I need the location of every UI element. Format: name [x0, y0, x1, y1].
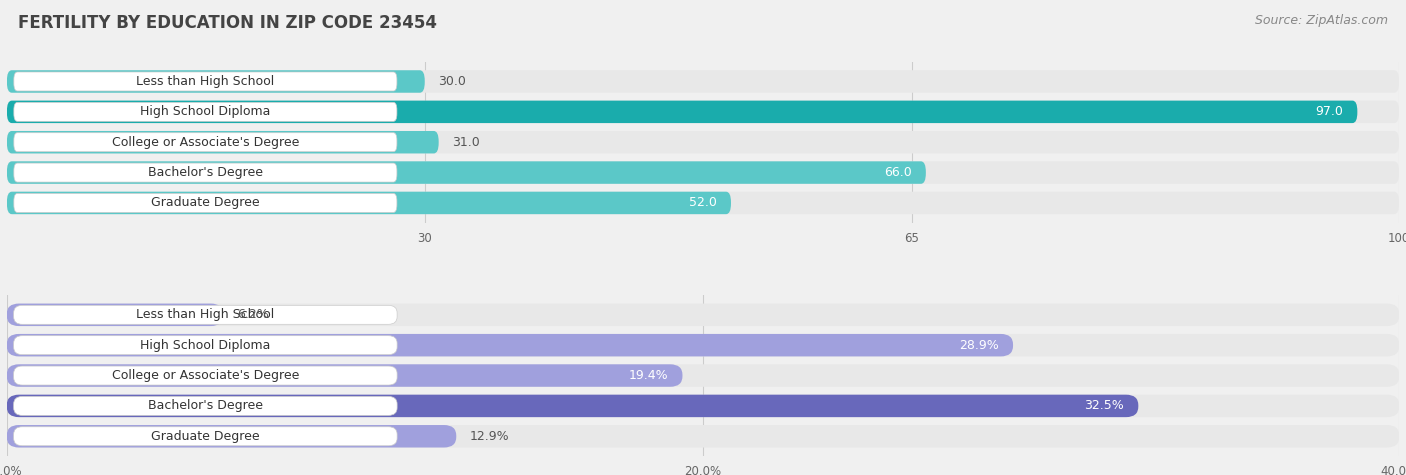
Text: Less than High School: Less than High School — [136, 308, 274, 321]
FancyBboxPatch shape — [7, 192, 1399, 214]
FancyBboxPatch shape — [14, 193, 396, 212]
FancyBboxPatch shape — [14, 427, 396, 446]
Text: Bachelor's Degree: Bachelor's Degree — [148, 399, 263, 412]
FancyBboxPatch shape — [7, 70, 1399, 93]
FancyBboxPatch shape — [7, 334, 1014, 356]
FancyBboxPatch shape — [7, 101, 1357, 123]
Text: 66.0: 66.0 — [884, 166, 912, 179]
Text: 31.0: 31.0 — [453, 136, 481, 149]
Text: 19.4%: 19.4% — [628, 369, 668, 382]
Text: Bachelor's Degree: Bachelor's Degree — [148, 166, 263, 179]
FancyBboxPatch shape — [7, 395, 1139, 417]
FancyBboxPatch shape — [7, 364, 682, 387]
Text: High School Diploma: High School Diploma — [141, 105, 270, 118]
FancyBboxPatch shape — [14, 102, 396, 121]
Text: College or Associate's Degree: College or Associate's Degree — [111, 369, 299, 382]
FancyBboxPatch shape — [7, 192, 731, 214]
FancyBboxPatch shape — [7, 304, 1399, 326]
FancyBboxPatch shape — [14, 163, 396, 182]
FancyBboxPatch shape — [14, 336, 396, 355]
Text: 32.5%: 32.5% — [1084, 399, 1123, 412]
Text: Source: ZipAtlas.com: Source: ZipAtlas.com — [1254, 14, 1388, 27]
FancyBboxPatch shape — [14, 72, 396, 91]
FancyBboxPatch shape — [7, 304, 224, 326]
FancyBboxPatch shape — [7, 425, 457, 447]
Text: High School Diploma: High School Diploma — [141, 339, 270, 352]
FancyBboxPatch shape — [7, 131, 1399, 153]
FancyBboxPatch shape — [14, 305, 396, 324]
Text: 28.9%: 28.9% — [959, 339, 998, 352]
Text: 52.0: 52.0 — [689, 197, 717, 209]
FancyBboxPatch shape — [7, 101, 1399, 123]
FancyBboxPatch shape — [7, 70, 425, 93]
FancyBboxPatch shape — [7, 364, 1399, 387]
Text: Less than High School: Less than High School — [136, 75, 274, 88]
Text: 6.2%: 6.2% — [236, 308, 269, 321]
Text: 30.0: 30.0 — [439, 75, 467, 88]
FancyBboxPatch shape — [7, 162, 1399, 184]
FancyBboxPatch shape — [14, 397, 396, 416]
FancyBboxPatch shape — [7, 131, 439, 153]
Text: College or Associate's Degree: College or Associate's Degree — [111, 136, 299, 149]
FancyBboxPatch shape — [7, 425, 1399, 447]
FancyBboxPatch shape — [14, 366, 396, 385]
FancyBboxPatch shape — [7, 162, 925, 184]
FancyBboxPatch shape — [14, 133, 396, 152]
FancyBboxPatch shape — [7, 395, 1399, 417]
Text: Graduate Degree: Graduate Degree — [150, 430, 260, 443]
Text: 97.0: 97.0 — [1316, 105, 1343, 118]
Text: 12.9%: 12.9% — [470, 430, 509, 443]
FancyBboxPatch shape — [7, 334, 1399, 356]
Text: Graduate Degree: Graduate Degree — [150, 197, 260, 209]
Text: FERTILITY BY EDUCATION IN ZIP CODE 23454: FERTILITY BY EDUCATION IN ZIP CODE 23454 — [18, 14, 437, 32]
